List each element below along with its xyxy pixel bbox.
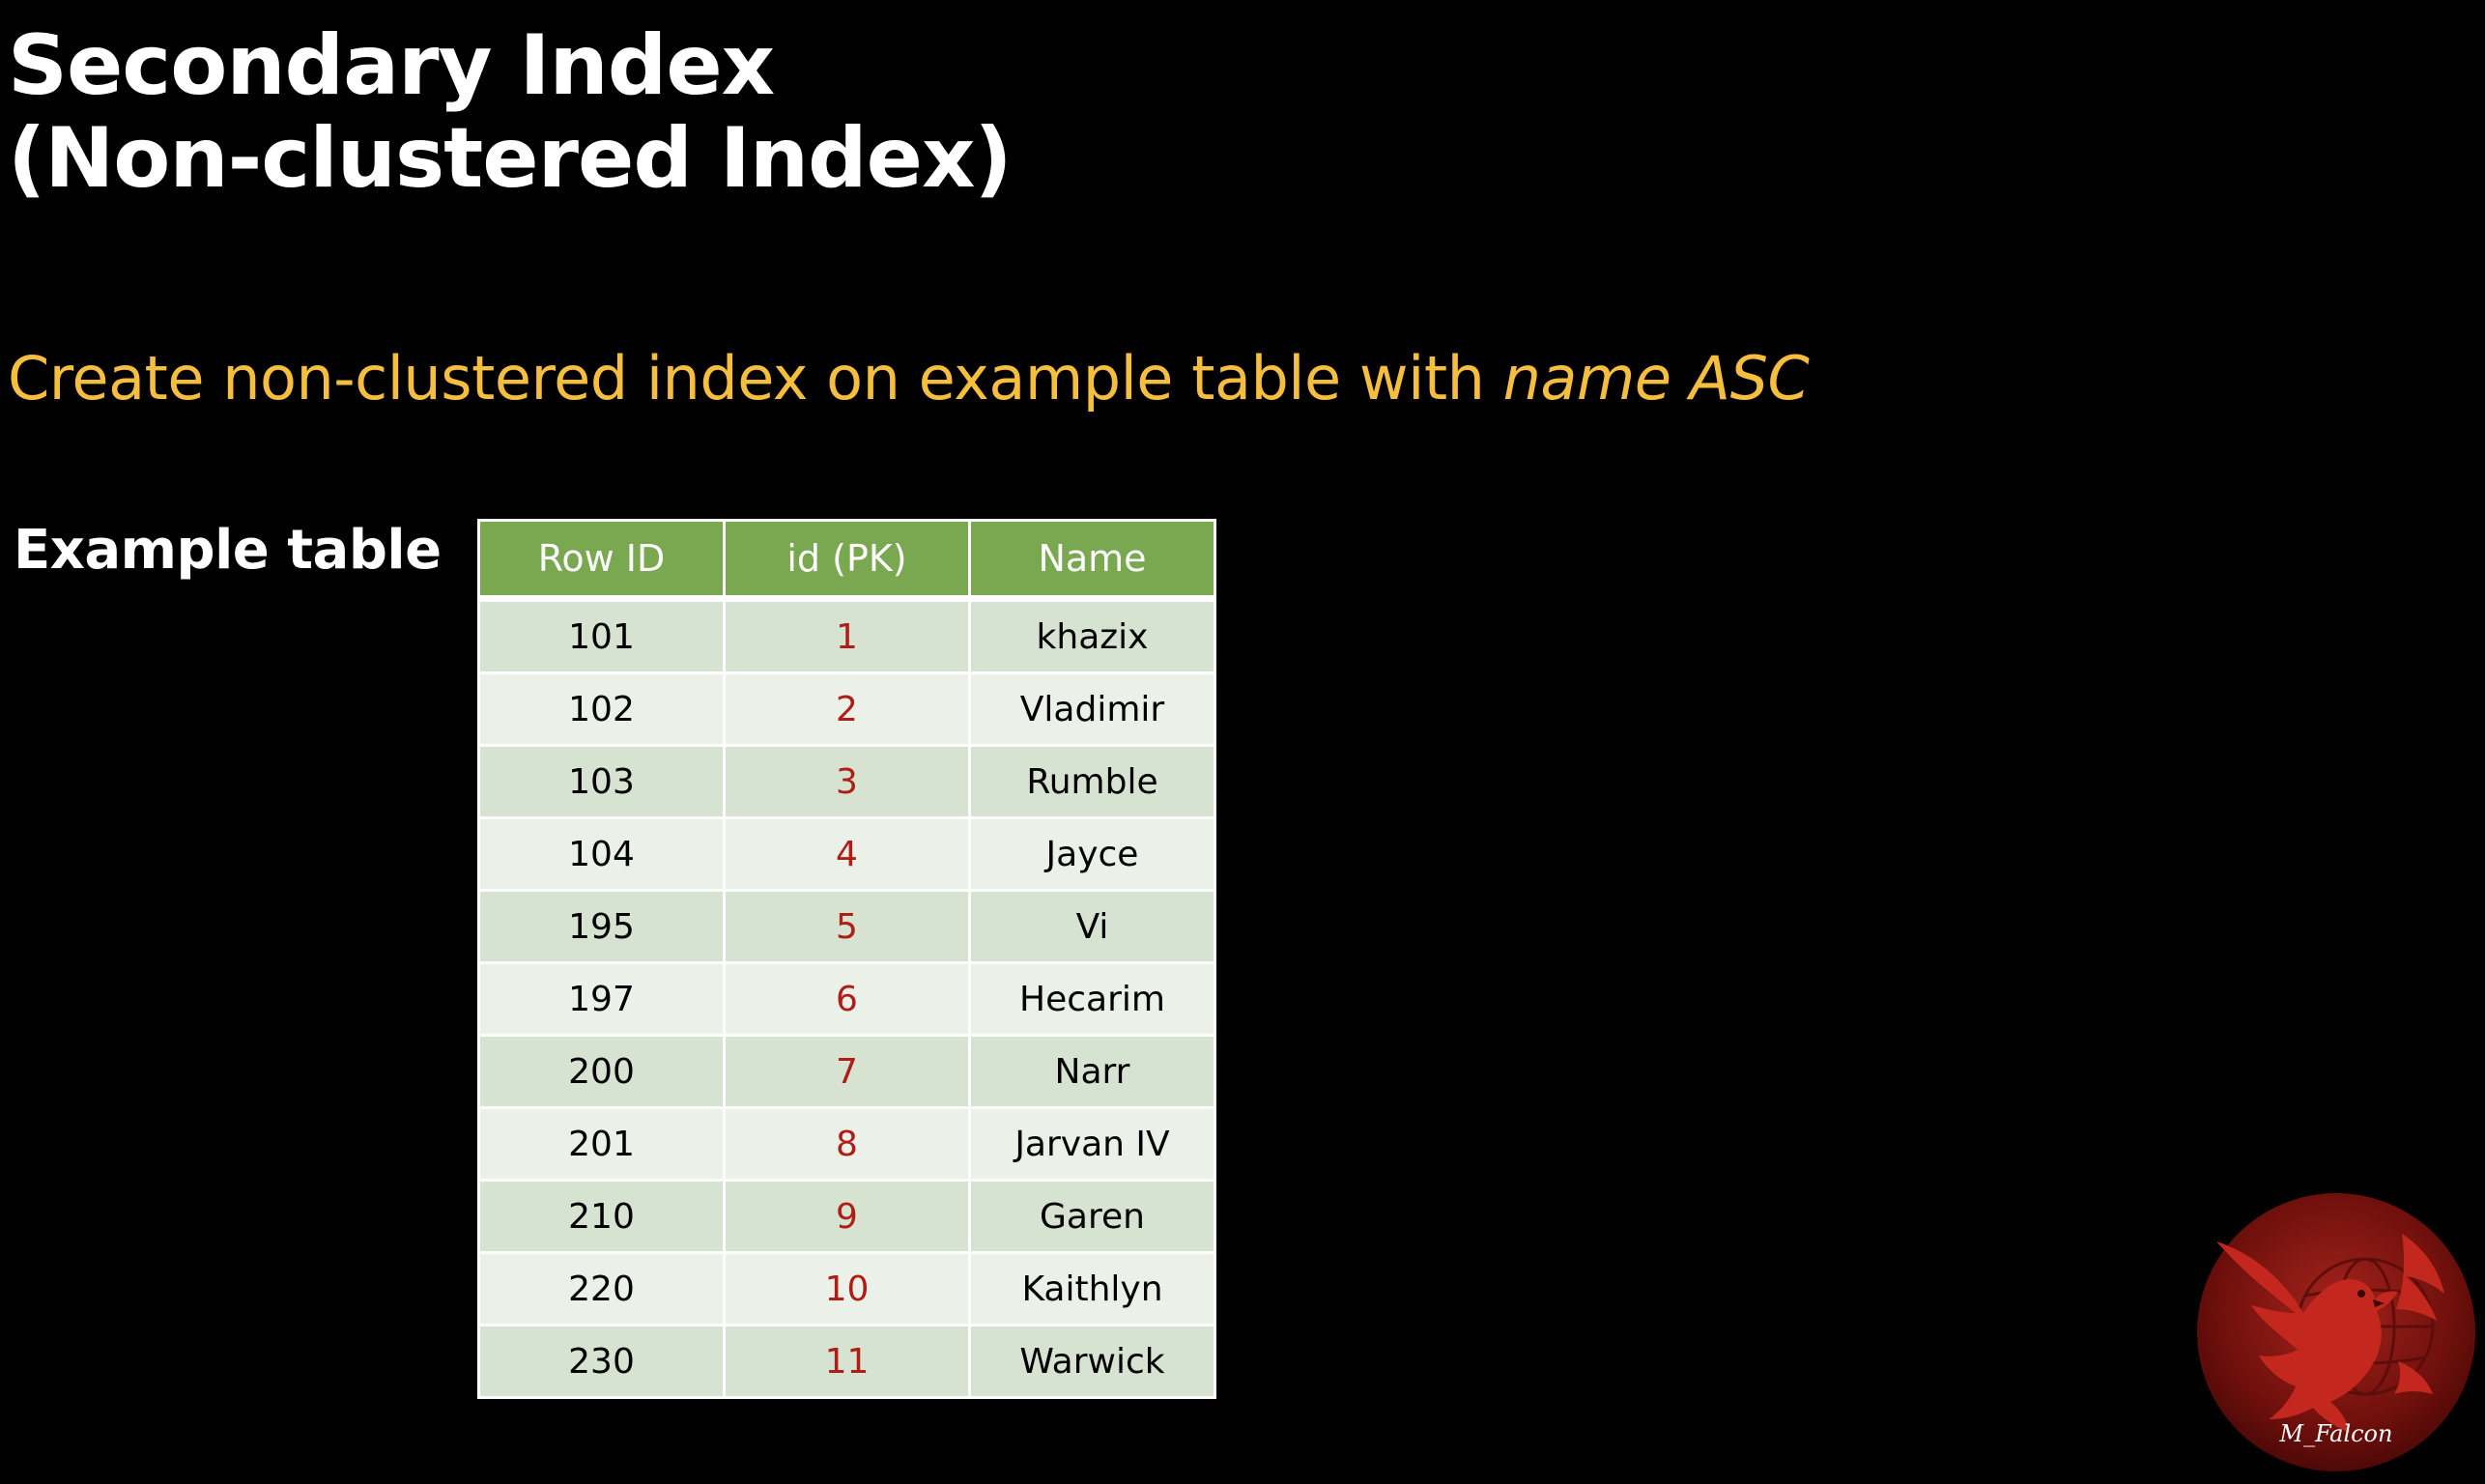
subtitle-emphasis: name ASC [1502, 343, 1810, 414]
table-row: 103 3 Rumble [477, 744, 1216, 819]
cell-id-pk: 6 [723, 961, 971, 1037]
table-row: 195 5 Vi [477, 889, 1216, 964]
header-name: Name [968, 519, 1216, 602]
cell-row-id: 220 [477, 1251, 726, 1327]
cell-id-pk: 8 [723, 1106, 971, 1182]
slide-subtitle: Create non-clustered index on example ta… [8, 340, 1810, 417]
example-table-label: Example table [14, 519, 442, 582]
cell-id-pk: 7 [723, 1034, 971, 1109]
cell-id-pk: 4 [723, 816, 971, 892]
cell-name: Vladimir [968, 671, 1216, 747]
cell-id-pk: 11 [723, 1324, 971, 1399]
m-falcon-logo: M_Falcon [2195, 1191, 2477, 1473]
cell-row-id: 201 [477, 1106, 726, 1182]
cell-row-id: 104 [477, 816, 726, 892]
cell-id-pk: 2 [723, 671, 971, 747]
cell-name: Jayce [968, 816, 1216, 892]
table-row: 104 4 Jayce [477, 816, 1216, 892]
title-line-2: (Non-clustered Index) [8, 110, 1013, 207]
cell-name: Hecarim [968, 961, 1216, 1037]
title-line-1: Secondary Index [8, 17, 775, 114]
cell-name: Kaithlyn [968, 1251, 1216, 1327]
table-header-row: Row ID id (PK) Name [477, 519, 1216, 602]
logo-text: M_Falcon [2279, 1420, 2393, 1447]
slide-title: Secondary Index (Non-clustered Index) [8, 17, 1013, 207]
table-row: 210 9 Garen [477, 1179, 1216, 1254]
cell-row-id: 195 [477, 889, 726, 964]
example-table: Row ID id (PK) Name 101 1 khazix 102 2 V… [477, 519, 1216, 1399]
table-row: 102 2 Vladimir [477, 671, 1216, 747]
table-row: 220 10 Kaithlyn [477, 1251, 1216, 1327]
cell-row-id: 101 [477, 597, 726, 674]
cell-id-pk: 10 [723, 1251, 971, 1327]
cell-id-pk: 5 [723, 889, 971, 964]
table-row: 201 8 Jarvan IV [477, 1106, 1216, 1182]
table-row: 197 6 Hecarim [477, 961, 1216, 1037]
cell-name: Rumble [968, 744, 1216, 819]
cell-row-id: 200 [477, 1034, 726, 1109]
header-row-id: Row ID [477, 519, 726, 602]
table-row: 200 7 Narr [477, 1034, 1216, 1109]
cell-name: Garen [968, 1179, 1216, 1254]
cell-name: Warwick [968, 1324, 1216, 1399]
table-row: 230 11 Warwick [477, 1324, 1216, 1399]
cell-id-pk: 9 [723, 1179, 971, 1254]
subtitle-text: Create non-clustered index on example ta… [8, 343, 1503, 414]
cell-name: Vi [968, 889, 1216, 964]
falcon-globe-icon [2197, 1193, 2475, 1471]
cell-name: Narr [968, 1034, 1216, 1109]
header-id-pk: id (PK) [723, 519, 971, 602]
cell-name: khazix [968, 597, 1216, 674]
cell-row-id: 210 [477, 1179, 726, 1254]
cell-id-pk: 3 [723, 744, 971, 819]
cell-row-id: 102 [477, 671, 726, 747]
cell-row-id: 103 [477, 744, 726, 819]
cell-id-pk: 1 [723, 597, 971, 674]
cell-name: Jarvan IV [968, 1106, 1216, 1182]
cell-row-id: 197 [477, 961, 726, 1037]
cell-row-id: 230 [477, 1324, 726, 1399]
table-row: 101 1 khazix [477, 597, 1216, 674]
